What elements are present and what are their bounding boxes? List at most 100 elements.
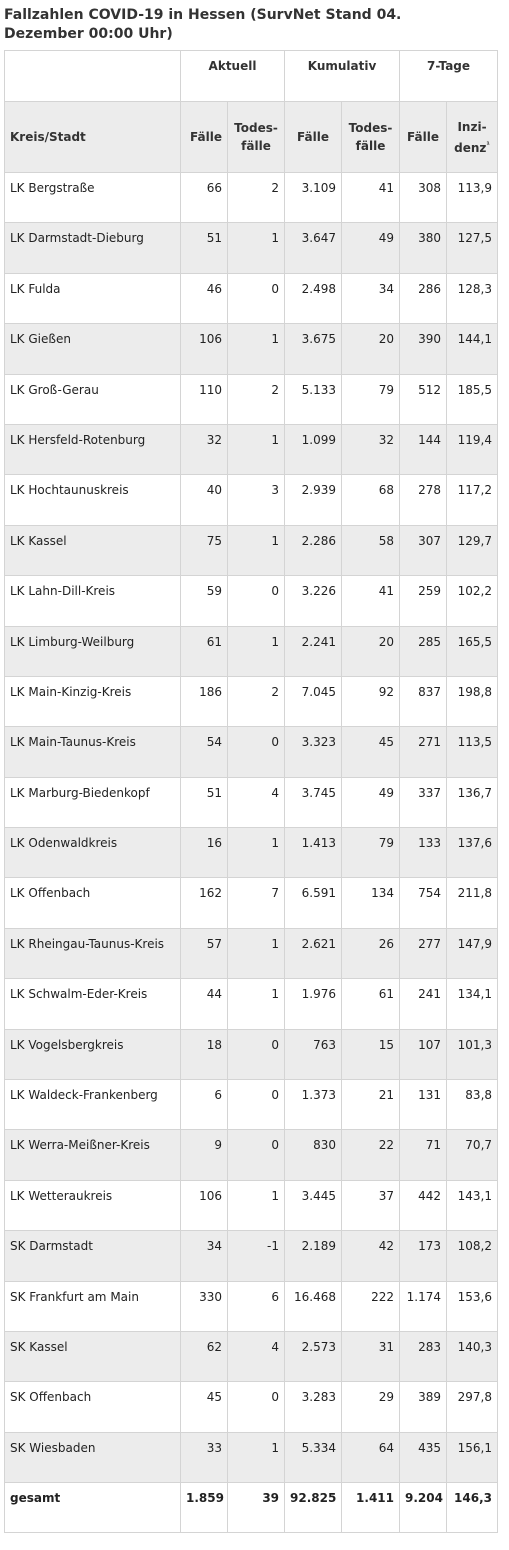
aktuell-todesfaelle-cell: 1: [226, 1179, 286, 1232]
kumulativ-todesfaelle-cell: 49: [341, 222, 401, 274]
aktuell-todesfaelle-cell: 2: [226, 171, 286, 224]
table-row: LK Gießen 106 1 3.675 20 390 144,1: [4, 323, 499, 375]
sieben-tage-faelle-cell: 442: [399, 1179, 448, 1232]
table-row: LK Main-Taunus-Kreis 54 0 3.323 45 271 113,5: [4, 726, 499, 778]
total-kreis-cell: gesamt: [4, 1482, 181, 1534]
inzidenz-cell: 137,6: [446, 827, 499, 879]
kumulativ-todesfaelle-cell: 58: [341, 524, 401, 577]
table-row: LK Bergstraße 66 2 3.109 41 308 113,9: [4, 171, 499, 224]
table-row: LK Schwalm-Eder-Kreis 44 1 1.976 61 241 134,1: [4, 978, 499, 1030]
inzidenz-cell: 153,6: [446, 1280, 499, 1332]
kumulativ-faelle-cell: 2.621: [284, 927, 343, 980]
aktuell-todesfaelle-cell: 0: [226, 1129, 286, 1181]
table-row: LK Lahn-Dill-Kreis 59 0 3.226 41 259 102,2: [4, 575, 499, 627]
aktuell-todesfaelle-cell: 3: [226, 474, 286, 526]
table-row: LK Rheingau-Taunus-Kreis 57 1 2.621 26 277 147…: [4, 927, 499, 980]
group-header-aktuell: Aktuell: [179, 50, 286, 102]
kumulativ-faelle-cell: 6.591: [284, 877, 343, 929]
kreis-cell: LK Offenbach: [4, 877, 181, 929]
aktuell-todesfaelle-cell: 1: [226, 625, 286, 677]
kumulativ-faelle-cell: 16.468: [284, 1280, 343, 1332]
kreis-cell: LK Main-Kinzig-Kreis: [4, 675, 181, 728]
inzidenz-cell: 113,5: [446, 726, 499, 778]
table-row: LK Vogelsbergkreis 18 0 763 15 107 101,3: [4, 1028, 499, 1081]
kumulativ-todesfaelle-cell: 26: [341, 927, 401, 980]
sieben-tage-faelle-cell: 512: [399, 373, 448, 425]
sieben-tage-faelle-cell: 286: [399, 272, 448, 325]
inzidenz-cell: 134,1: [446, 978, 499, 1030]
sieben-tage-faelle-cell: 435: [399, 1431, 448, 1484]
aktuell-todesfaelle-cell: 1: [226, 524, 286, 577]
sieben-tage-faelle-cell: 390: [399, 323, 448, 375]
inzidenz-cell: 165,5: [446, 625, 499, 677]
aktuell-faelle-cell: 62: [180, 1330, 228, 1383]
kumulativ-todesfaelle-cell: 41: [341, 171, 401, 224]
sieben-tage-faelle-cell: 259: [399, 575, 448, 627]
kumulativ-todesfaelle-cell: 61: [341, 978, 401, 1030]
group-header-kumulativ: Kumulativ: [284, 50, 401, 102]
kreis-cell: LK Lahn-Dill-Kreis: [4, 575, 181, 627]
group-header-row: Aktuell Kumulativ 7-Tage: [4, 50, 499, 102]
sieben-tage-faelle-cell: 1.174: [399, 1280, 448, 1332]
total-sieben-tage-faelle-cell: 9.204: [399, 1482, 448, 1534]
kreis-cell: LK Limburg-Weilburg: [4, 625, 181, 677]
kumulativ-faelle-cell: 830: [284, 1129, 343, 1181]
aktuell-todesfaelle-cell: 0: [226, 1079, 286, 1131]
kumulativ-faelle-cell: 2.286: [284, 524, 343, 577]
aktuell-todesfaelle-cell: 1: [226, 323, 286, 375]
header-text: denz: [454, 140, 487, 155]
aktuell-faelle-cell: 51: [180, 776, 228, 829]
aktuell-faelle-cell: 45: [180, 1381, 228, 1433]
kumulativ-todesfaelle-cell: 79: [341, 827, 401, 879]
sieben-tage-faelle-cell: 308: [399, 171, 448, 224]
sieben-tage-faelle-cell: 337: [399, 776, 448, 829]
aktuell-todesfaelle-cell: 7: [226, 877, 286, 929]
kreis-cell: LK Kassel: [4, 524, 181, 577]
total-kumulativ-faelle-cell: 92.825: [284, 1482, 343, 1534]
kreis-cell: SK Darmstadt: [4, 1230, 181, 1282]
header-text: Todes-: [234, 121, 278, 135]
inzidenz-cell: 117,2: [446, 474, 499, 526]
kumulativ-todesfaelle-cell: 20: [341, 323, 401, 375]
page-title: Fallzahlen COVID-19 in Hessen (SurvNet S…: [4, 7, 402, 42]
kumulativ-todesfaelle-cell: 79: [341, 373, 401, 425]
sieben-tage-faelle-cell: 133: [399, 827, 448, 879]
inzidenz-cell: 140,3: [446, 1330, 499, 1383]
aktuell-faelle-cell: 106: [180, 1179, 228, 1232]
table-row: LK Main-Kinzig-Kreis 186 2 7.045 92 837 198,8: [4, 675, 499, 728]
kumulativ-faelle-cell: 3.323: [284, 726, 343, 778]
table-row: LK Marburg-Biedenkopf 51 4 3.745 49 337 136,7: [4, 776, 499, 829]
kreis-cell: LK Schwalm-Eder-Kreis: [4, 978, 181, 1030]
column-header-aktuell-todesfaelle: Todes-fälle: [226, 101, 286, 173]
inzidenz-cell: 129,7: [446, 524, 499, 577]
sieben-tage-faelle-cell: 754: [399, 877, 448, 929]
footnote-marker: ¹: [486, 139, 490, 149]
aktuell-faelle-cell: 34: [180, 1230, 228, 1282]
aktuell-faelle-cell: 61: [180, 625, 228, 677]
kumulativ-todesfaelle-cell: 34: [341, 272, 401, 325]
sieben-tage-faelle-cell: 380: [399, 222, 448, 274]
aktuell-todesfaelle-cell: 0: [226, 1028, 286, 1081]
kumulativ-todesfaelle-cell: 92: [341, 675, 401, 728]
aktuell-faelle-cell: 33: [180, 1431, 228, 1484]
aktuell-faelle-cell: 46: [180, 272, 228, 325]
kreis-cell: LK Wetteraukreis: [4, 1179, 181, 1232]
kreis-cell: LK Marburg-Biedenkopf: [4, 776, 181, 829]
kreis-cell: SK Wiesbaden: [4, 1431, 181, 1484]
table-row: LK Hochtaunuskreis 40 3 2.939 68 278 117,2: [4, 474, 499, 526]
aktuell-todesfaelle-cell: 1: [226, 978, 286, 1030]
inzidenz-cell: 297,8: [446, 1381, 499, 1433]
aktuell-faelle-cell: 186: [180, 675, 228, 728]
kumulativ-faelle-cell: 3.109: [284, 171, 343, 224]
kumulativ-faelle-cell: 1.413: [284, 827, 343, 879]
table-row: LK Limburg-Weilburg 61 1 2.241 20 285 165,5: [4, 625, 499, 677]
inzidenz-cell: 127,5: [446, 222, 499, 274]
inzidenz-cell: 102,2: [446, 575, 499, 627]
aktuell-faelle-cell: 51: [180, 222, 228, 274]
column-header-aktuell-faelle: Fälle: [180, 101, 228, 173]
aktuell-todesfaelle-cell: 4: [226, 776, 286, 829]
table-row: LK Fulda 46 0 2.498 34 286 128,3: [4, 272, 499, 325]
covid-cases-table: Aktuell Kumulativ 7-Tage Kreis/Stadt Fäl…: [4, 50, 499, 1534]
kumulativ-todesfaelle-cell: 29: [341, 1381, 401, 1433]
header-text: fälle: [355, 139, 386, 153]
